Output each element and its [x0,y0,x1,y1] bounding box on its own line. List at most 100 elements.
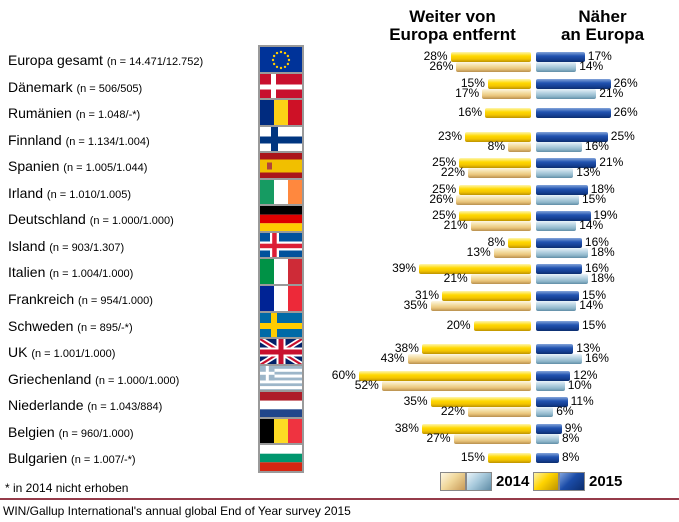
value-label-naeher-2015: 17% [587,49,612,63]
value-label-weiter-2015: 8% [487,235,505,249]
bar-weiter-2014 [482,89,531,99]
bar-naeher-2015 [536,453,559,463]
bar-naeher-2015 [536,291,580,301]
country-label: Island (n = 903/1.307) [8,238,124,256]
country-name: UK [8,344,32,361]
value-label-weiter-2014: 8% [487,139,505,153]
value-label-weiter-2015: 38% [394,421,419,435]
country-name: Schweden [8,317,78,334]
legend-swatch-2015-yellow [533,472,559,491]
bar-naeher-2014 [536,89,597,99]
bar-weiter-2014 [407,354,531,364]
bar-naeher-2015 [536,238,582,248]
country-label: Griechenland (n = 1.000/1.000) [8,371,179,389]
country-sample-size: (n = 1.048/-*) [75,109,141,122]
value-label-weiter-2015: 60% [331,368,356,382]
bar-weiter-2015 [485,108,531,118]
country-name: Frankreich [8,291,79,307]
country-label: Frankreich (n = 954/1.000) [8,291,153,309]
country-sample-size: (n = 1.000/1.000) [89,215,174,228]
value-label-naeher-2014: 14% [579,218,604,232]
flag-ro-icon [258,98,304,129]
bar-weiter-2014 [430,301,532,311]
flag-se-icon [258,310,304,341]
country-label: Niederlande (n = 1.043/884) [8,397,162,415]
column-title-naeher-line1: Näher [578,7,627,26]
bar-weiter-2014 [493,248,531,258]
bar-naeher-2014 [536,434,559,444]
bar-naeher-2014 [536,168,574,178]
country-sample-size: (n = 960/1.000) [58,427,134,440]
value-label-weiter-2014: 22% [440,165,465,179]
country-name: Bulgarien [8,450,72,467]
bar-naeher-2015 [536,371,571,381]
value-label-naeher-2015: 19% [593,208,618,222]
flag-fr-icon [258,284,304,314]
bar-weiter-2015 [487,453,531,463]
country-sample-size: (n = 1.004/1.000) [49,268,134,281]
legend-swatch-2015-blue [559,472,585,491]
bar-weiter-2015 [442,291,531,301]
bar-naeher-2015 [536,108,611,118]
bar-weiter-2015 [508,238,531,248]
country-sample-size: (n = 14.471/12.752) [106,56,204,68]
value-label-weiter-2015: 15% [460,450,485,464]
country-label: Deutschland (n = 1.000/1.000) [8,211,174,229]
value-label-naeher-2015: 25% [610,129,635,143]
flag-de-icon [258,204,304,235]
bar-naeher-2014 [536,274,588,284]
country-sample-size: (n = 954/1.000) [78,295,153,307]
bar-weiter-2014 [456,62,531,72]
country-sample-size: (n = 1.000/1.000) [95,374,180,387]
bar-weiter-2015 [459,185,532,195]
country-name: Spanien [8,158,64,175]
bar-weiter-2015 [421,424,531,434]
country-sample-size: (n = 1.134/1.004) [65,135,150,148]
value-label-weiter-2015: 20% [446,318,471,332]
value-label-weiter-2015: 25% [432,155,457,169]
country-sample-size: (n = 1.005/1.044) [63,162,148,175]
bar-naeher-2014 [536,407,554,417]
country-label: Belgien (n = 960/1.000) [8,424,134,442]
country-sample-size: (n = 1.001/1.000) [31,348,116,361]
bar-naeher-2014 [536,301,577,311]
value-label-naeher-2014: 21% [599,86,624,100]
value-label-naeher-2015: 15% [582,288,607,302]
bar-weiter-2015 [487,79,531,89]
bar-naeher-2014 [536,195,580,205]
bar-weiter-2015 [459,158,532,168]
value-label-weiter-2014: 26% [429,192,454,206]
column-title-naeher: Näher an Europa [545,8,660,44]
value-label-weiter-2014: 52% [354,378,379,392]
bar-naeher-2014 [536,62,577,72]
value-label-naeher-2015: 11% [570,394,594,408]
flag-es-icon [258,151,304,182]
bar-naeher-2014 [536,248,588,258]
country-sample-size: (n = 1.007/-*) [71,454,136,467]
bar-weiter-2015 [450,52,531,62]
value-label-naeher-2015: 16% [584,261,609,275]
value-label-naeher-2014: 18% [590,245,615,259]
value-label-naeher-2014: 13% [576,165,601,179]
value-label-weiter-2014: 27% [426,431,451,445]
value-label-weiter-2014: 22% [440,404,465,418]
value-label-naeher-2015: 16% [584,235,609,249]
value-label-weiter-2015: 31% [414,288,439,302]
bar-weiter-2014 [456,195,531,205]
value-label-weiter-2014: 35% [403,298,428,312]
bar-weiter-2014 [381,381,531,391]
value-label-naeher-2014: 8% [562,431,580,445]
bar-weiter-2015 [459,211,532,221]
country-name: Deutschland [8,211,90,228]
value-label-weiter-2014: 26% [429,59,454,73]
country-label: Spanien (n = 1.005/1.044) [8,158,147,176]
flag-be-icon [258,416,304,447]
bar-weiter-2014 [467,407,531,417]
value-label-weiter-2015: 39% [392,261,417,275]
value-label-naeher-2015: 26% [613,105,638,119]
bar-naeher-2015 [536,321,580,331]
bar-naeher-2015 [536,424,562,434]
country-sample-size: (n = 1.043/884) [87,401,163,414]
value-label-naeher-2014: 6% [556,404,574,418]
